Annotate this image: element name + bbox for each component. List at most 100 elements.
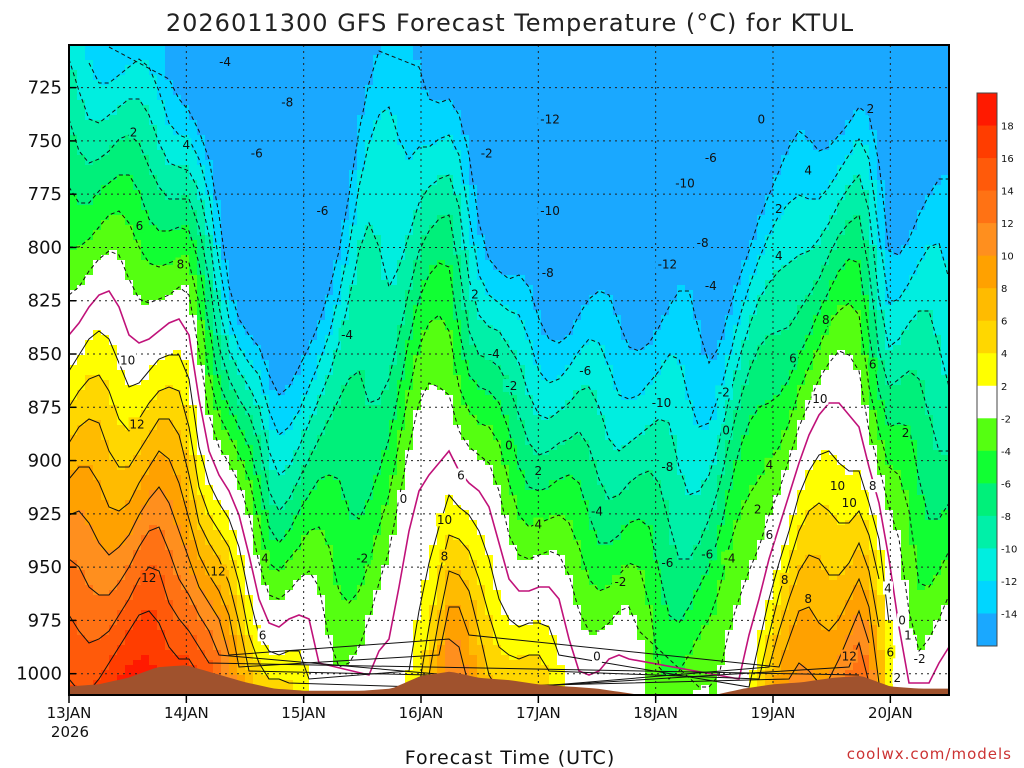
temperature-cell [77,450,86,456]
temperature-cell [205,550,214,556]
temperature-cell [213,285,222,291]
temperature-cell [117,305,126,311]
temperature-cell [93,195,102,201]
temperature-cell [69,530,78,536]
temperature-cell [165,330,174,336]
temperature-cell [141,260,150,266]
temperature-cell [189,260,198,266]
temperature-cell [117,585,126,591]
temperature-cell [269,485,278,491]
temperature-cell [133,605,142,611]
temperature-cell [349,265,358,271]
temperature-cell [197,480,206,486]
temperature-cell [301,140,310,146]
temperature-cell [205,535,214,541]
temperature-cell [349,170,358,176]
temperature-cell [365,280,374,286]
temperature-cell [165,250,174,256]
temperature-cell [157,600,166,606]
temperature-cell [253,445,262,451]
temperature-cell [261,115,270,121]
temperature-cell [317,620,326,626]
temperature-cell [349,310,358,316]
temperature-cell [325,540,334,546]
temperature-cell [357,225,366,231]
temperature-cell [317,255,326,261]
temperature-cell [245,570,254,576]
temperature-cell [221,505,230,511]
temperature-cell [93,160,102,166]
temperature-cell [197,560,206,566]
temperature-cell [173,370,182,376]
temperature-cell [245,300,254,306]
temperature-cell [333,425,342,431]
temperature-cell [277,125,286,131]
temperature-cell [325,50,334,56]
temperature-cell [269,645,278,651]
temperature-cell [101,250,110,256]
temperature-cell [93,430,102,436]
temperature-cell [269,130,278,136]
temperature-cell [85,320,94,326]
temperature-cell [165,370,174,376]
temperature-cell [85,265,94,271]
temperature-cell [165,90,174,96]
temperature-cell [333,480,342,486]
temperature-cell [69,280,78,286]
temperature-cell [325,345,334,351]
temperature-cell [261,300,270,306]
temperature-cell [133,630,142,636]
temperature-cell [69,550,78,556]
temperature-cell [269,160,278,166]
temperature-cell [229,425,238,431]
temperature-cell [341,60,350,66]
temperature-cell [365,50,374,56]
temperature-cell [285,385,294,391]
temperature-cell [117,250,126,256]
temperature-cell [245,220,254,226]
temperature-cell [253,675,262,681]
temperature-cell [237,410,246,416]
temperature-cell [365,570,374,576]
temperature-cell [349,120,358,126]
temperature-cell [285,170,294,176]
temperature-cell [261,540,270,546]
temperature-cell [365,100,374,106]
temperature-cell [69,340,78,346]
temperature-cell [149,360,158,366]
temperature-cell [197,145,206,151]
temperature-cell [301,275,310,281]
temperature-cell [181,485,190,491]
temperature-cell [109,55,118,61]
temperature-cell [229,565,238,571]
temperature-cell [341,215,350,221]
temperature-cell [101,235,110,241]
temperature-cell [149,545,158,551]
temperature-cell [181,355,190,361]
temperature-cell [93,275,102,281]
temperature-cell [341,320,350,326]
temperature-cell [285,565,294,571]
temperature-cell [93,95,102,101]
temperature-cell [317,415,326,421]
temperature-cell [365,610,374,616]
temperature-cell [309,405,318,411]
temperature-cell [69,495,78,501]
temperature-cell [237,635,246,641]
temperature-cell [333,50,342,56]
temperature-cell [101,650,110,656]
temperature-cell [365,255,374,261]
temperature-cell [173,155,182,161]
temperature-cell [205,175,214,181]
temperature-cell [149,485,158,491]
temperature-cell [173,575,182,581]
temperature-cell [141,230,150,236]
temperature-cell [317,465,326,471]
temperature-cell [85,100,94,106]
temperature-cell [181,350,190,356]
temperature-cell [293,170,302,176]
temperature-cell [69,370,78,376]
temperature-cell [77,640,86,646]
temperature-cell [301,220,310,226]
temperature-cell [269,575,278,581]
